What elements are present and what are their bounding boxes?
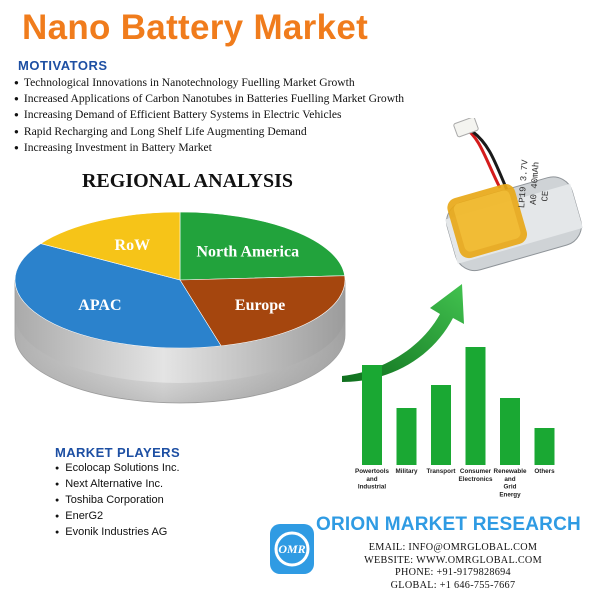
omr-logo: OMR [270, 524, 314, 574]
page-title: Nano Battery Market [22, 8, 369, 47]
contact-email: EMAIL: INFO@OMRGLOBAL.COM [368, 542, 538, 553]
pie-slice-label: Europe [235, 297, 285, 314]
market-player-item: EnerG2 [55, 509, 180, 525]
market-player-item: Toshiba Corporation [55, 493, 180, 509]
market-player-item: Ecolocap Solutions Inc. [55, 461, 179, 477]
logo-text: OMR [278, 542, 305, 556]
bar-category-label: Military [395, 468, 418, 475]
bar-category-label: Others [534, 468, 555, 475]
pie-slice-row [39, 211, 181, 281]
bar-renewable-and-grid-energy [500, 398, 520, 465]
motivator-item: Increased Applications of Carbon Nanotub… [14, 91, 404, 107]
pie-slice-label: APAC [78, 297, 121, 314]
company-name: ORION MARKET RESEARCH [316, 514, 581, 535]
pie-slices [14, 211, 346, 349]
nano-battery-image: LP19 3.7V A0 40mAh CE [445, 118, 583, 272]
bar-transport [431, 385, 451, 465]
battery-label-line: LP19 3.7V [517, 159, 530, 209]
bar-category-label: Powertools and Industrial [355, 468, 389, 491]
pie-slice-apac [14, 243, 222, 349]
contact-website: WEBSITE: WWW.OMRGLOBAL.COM [364, 554, 542, 566]
motivator-item: Rapid Recharging and Long Shelf Life Aug… [14, 124, 404, 140]
motivator-item: Increasing Demand of Efficient Battery S… [14, 107, 404, 123]
bar-category-label: Transport [426, 468, 456, 475]
contact-global: GLOBAL: +1 646-755-7667 [390, 579, 516, 591]
pie-slice-north-america [179, 211, 346, 281]
pie-slice-label: RoW [115, 237, 151, 254]
motivators-heading: MOTIVATORS [18, 58, 108, 73]
pie-slice-label: North America [196, 243, 299, 260]
bar-marks [362, 347, 555, 465]
battery-label-line: CE [540, 190, 551, 201]
bar-powertools-and-industrial [362, 365, 382, 465]
application-bar-chart: Powertools and Industrial Military Transport… [355, 347, 555, 498]
motivator-item: Increasing Investment in Battery Market [14, 140, 404, 156]
bar-category-label: Renewable and Grid Energy [494, 468, 527, 498]
pie-side-shading [15, 315, 345, 403]
bar-category-labels: Powertools and Industrial Military Transport… [355, 468, 555, 498]
growth-arrow-icon [342, 284, 464, 382]
motivators-list: Technological Innovations in Nanotechnol… [14, 75, 404, 156]
bar-others [534, 428, 555, 465]
market-players-list: Ecolocap Solutions Inc. Next Alternative… [55, 461, 180, 541]
contact-block: EMAIL: INFO@OMRGLOBAL.COM WEBSITE: WWW.O… [318, 542, 588, 592]
market-player-item: Next Alternative Inc. [55, 477, 180, 493]
regional-analysis-title: REGIONAL ANALYSIS [81, 170, 293, 192]
regional-pie-chart: North America Europe APAC RoW [14, 211, 346, 404]
market-player-item: Evonik Industries AG [55, 525, 180, 541]
bar-military [396, 408, 417, 465]
market-players-heading: MARKET PLAYERS [55, 445, 181, 460]
battery-label-line: A0 40mAh [529, 161, 542, 205]
bar-category-label: Consumer Electronics [459, 468, 493, 483]
pie-labels: North America Europe APAC RoW [78, 237, 299, 314]
contact-phone: PHONE: +91-9179828694 [395, 567, 511, 579]
motivator-item: Technological Innovations in Nanotechnol… [14, 75, 404, 91]
pie-slice-europe [179, 275, 346, 347]
bar-consumer-electronics [465, 347, 486, 465]
